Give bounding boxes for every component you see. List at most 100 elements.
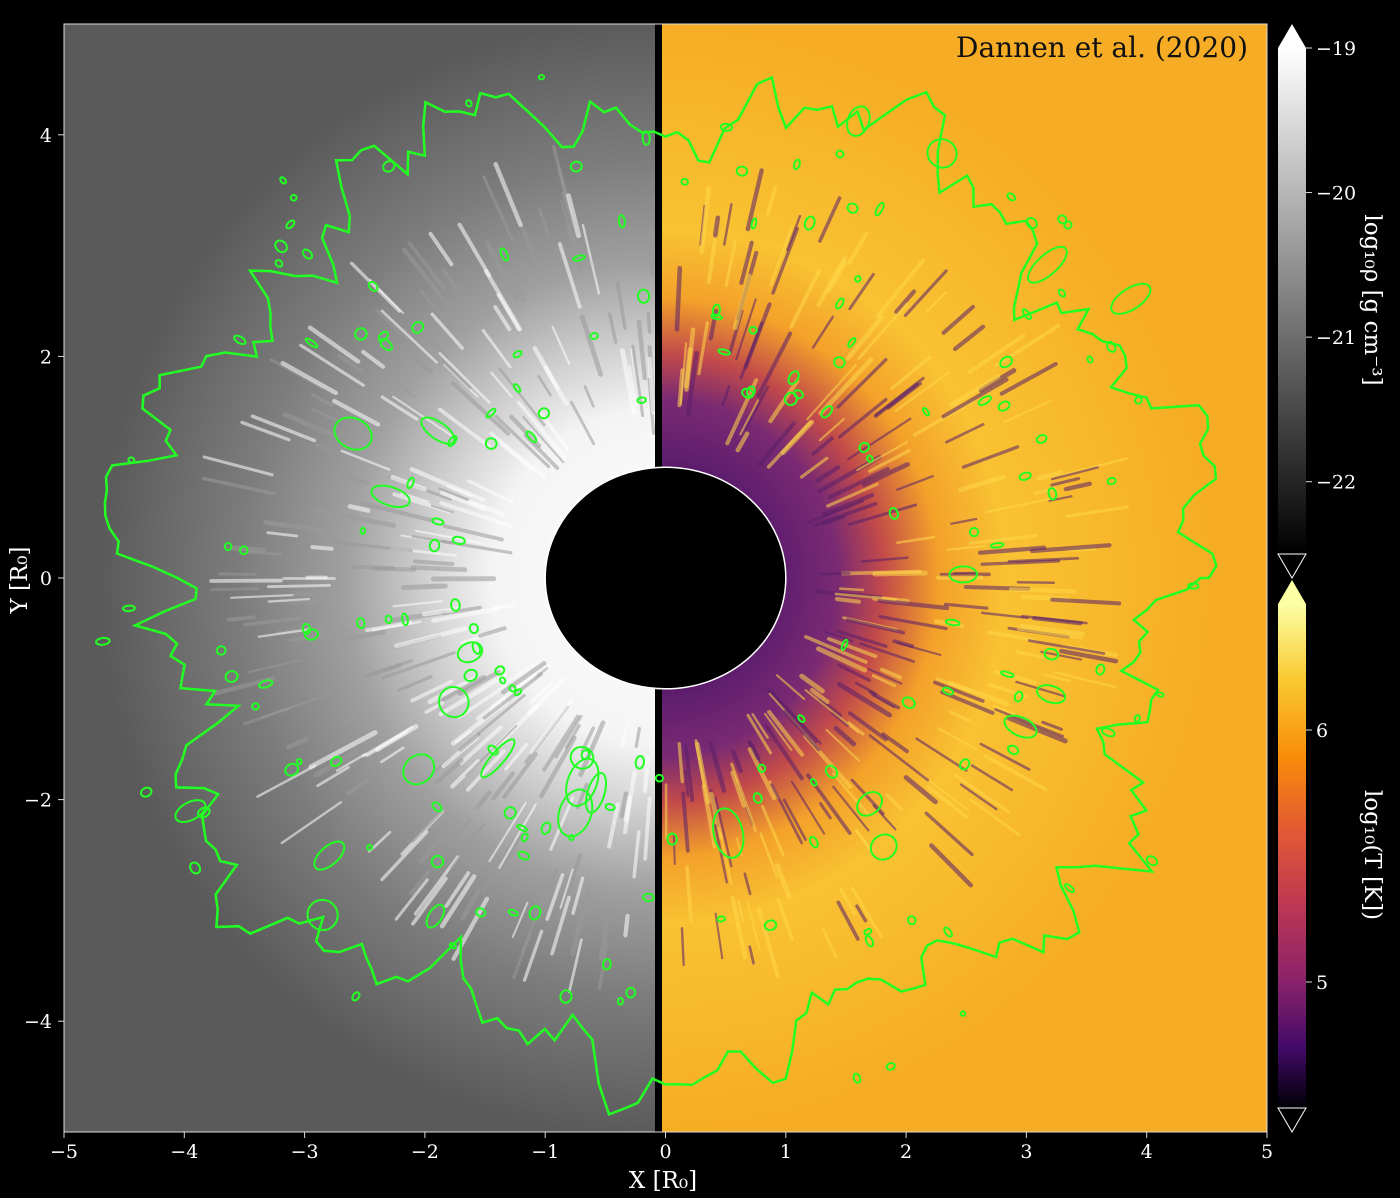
- streak: [764, 712, 793, 752]
- streak: [1050, 466, 1100, 481]
- streak: [1015, 650, 1045, 659]
- streak: [737, 899, 745, 922]
- streak: [558, 853, 582, 921]
- contour-blob: [356, 616, 366, 630]
- contour-blob: [1026, 245, 1068, 284]
- streak: [756, 331, 793, 398]
- streak: [933, 680, 985, 703]
- streak: [441, 675, 487, 702]
- streak: [817, 697, 842, 718]
- streak: [400, 583, 448, 591]
- contour-blob: [616, 996, 624, 1006]
- contour-blob: [95, 636, 111, 646]
- x-tick-label: −1: [531, 1141, 559, 1163]
- contour-blob: [1063, 220, 1073, 230]
- contour-blob: [513, 688, 523, 697]
- streak: [1040, 650, 1083, 661]
- streak: [332, 398, 381, 427]
- streak: [1061, 457, 1128, 477]
- streak: [439, 874, 477, 929]
- streak: [759, 832, 779, 879]
- streak: [518, 221, 542, 272]
- contour-blob: [425, 903, 446, 929]
- streak: [581, 223, 601, 295]
- contour-blob: [712, 807, 745, 859]
- streak: [619, 348, 637, 415]
- streak: [768, 378, 800, 424]
- contour-blob: [1021, 308, 1033, 321]
- contour-blob: [431, 801, 443, 813]
- streak: [815, 465, 841, 483]
- streak: [408, 869, 431, 896]
- streak: [867, 668, 903, 685]
- streak: [567, 938, 583, 994]
- contour-blob: [402, 753, 436, 786]
- contour-blob: [1043, 647, 1060, 661]
- streak: [987, 682, 1029, 699]
- colorbar-tick-label: 6: [1316, 720, 1328, 742]
- contour-blob: [411, 320, 425, 334]
- streak: [1008, 587, 1077, 594]
- streak: [623, 795, 632, 823]
- colorbar-tick-label: −21: [1316, 327, 1356, 349]
- streak: [1050, 477, 1081, 487]
- streak: [771, 226, 800, 295]
- streak: [375, 724, 419, 752]
- contour-blob: [717, 348, 731, 356]
- streak: [396, 383, 416, 398]
- contour-blob: [370, 484, 411, 509]
- streak: [860, 556, 909, 563]
- contour-blob: [1086, 355, 1094, 364]
- streak: [619, 791, 629, 819]
- streak: [987, 630, 1037, 642]
- contour-blob: [451, 535, 466, 546]
- streak: [444, 871, 471, 908]
- streak: [894, 289, 917, 314]
- temperature-colorbar-label: log₁₀(T [K]): [1359, 790, 1385, 920]
- streak: [282, 412, 335, 438]
- contour-blob: [428, 538, 441, 553]
- streak: [776, 897, 794, 942]
- streak: [246, 550, 282, 556]
- streak: [1050, 597, 1122, 606]
- contour-blob: [922, 407, 930, 417]
- streak: [636, 319, 648, 381]
- streak: [440, 539, 513, 555]
- contour-blob: [1106, 476, 1117, 486]
- contour-blob: [223, 541, 233, 552]
- streak: [490, 663, 550, 708]
- contour-blob: [565, 757, 600, 807]
- streak: [550, 895, 571, 956]
- streak: [868, 734, 930, 782]
- streak: [481, 329, 512, 369]
- contour-blob: [810, 778, 818, 787]
- streak: [460, 888, 482, 921]
- contour-blob: [127, 456, 136, 464]
- y-tick-label: 4: [40, 125, 52, 147]
- contour-blob: [1110, 282, 1152, 315]
- streak: [952, 324, 986, 352]
- streak: [394, 878, 429, 921]
- contour-blob: [251, 702, 260, 711]
- contour-blob: [516, 823, 528, 833]
- contour-blob: [617, 214, 626, 229]
- contour-blob: [572, 254, 586, 262]
- contour-blob: [1155, 691, 1165, 698]
- streak: [509, 414, 542, 448]
- streak: [684, 769, 690, 798]
- streak: [511, 901, 529, 939]
- streak: [571, 876, 585, 916]
- streak: [488, 802, 527, 863]
- contour-blob: [568, 834, 575, 842]
- contour-blob: [741, 387, 755, 399]
- streak: [538, 411, 570, 452]
- contour-blob: [437, 685, 470, 719]
- streak: [570, 888, 591, 957]
- streak: [543, 365, 560, 391]
- contour-blob: [303, 628, 319, 641]
- streak: [415, 529, 485, 545]
- streak: [578, 720, 606, 777]
- streak: [634, 726, 641, 748]
- colorbar-tick-label: −22: [1316, 472, 1356, 494]
- contour-blob: [888, 506, 899, 520]
